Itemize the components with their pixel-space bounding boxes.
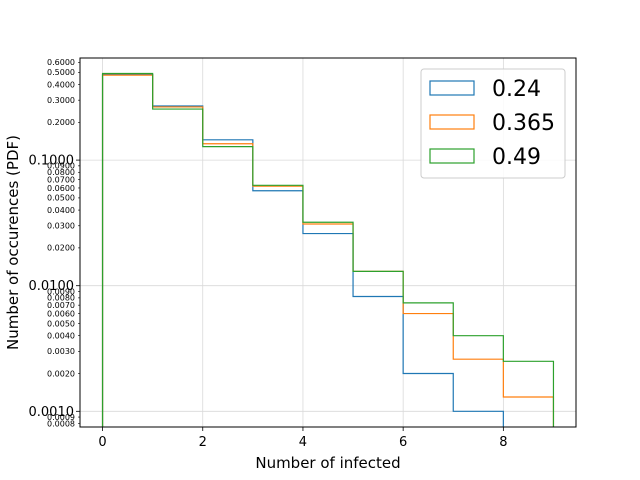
y-minor-tick-label: 0.0500 [47, 194, 75, 203]
y-minor-tick-label: 0.0600 [47, 184, 75, 193]
y-major-tick-label: 0.0010 [29, 405, 75, 420]
x-tick-label: 2 [199, 435, 207, 450]
y-major-tick-label: 0.1000 [29, 154, 75, 169]
x-axis-ticks: 0 2 4 6 8 [98, 427, 507, 450]
y-minor-tick-label: 0.5000 [47, 68, 75, 77]
legend: 0.24 0.365 0.49 [420, 68, 566, 179]
x-tick-label: 6 [399, 435, 407, 450]
y-minor-tick-label: 0.0040 [47, 331, 75, 340]
y-minor-tick-label: 0.0080 [47, 294, 75, 303]
y-minor-tick-label: 0.0008 [47, 419, 75, 428]
x-tick-label: 8 [499, 435, 507, 450]
y-minor-tick-label: 0.4000 [47, 80, 75, 89]
legend-label: 0.49 [492, 145, 541, 170]
y-minor-tick-label: 0.6000 [47, 58, 75, 67]
series-step-2 [101, 74, 555, 427]
series-layer [101, 72, 555, 427]
legend-swatch [429, 148, 475, 164]
legend-swatch [429, 80, 475, 96]
series-step-3 [101, 72, 555, 427]
y-minor-tick-label: 0.0800 [47, 168, 75, 177]
y-minor-tick-label: 0.0400 [47, 206, 75, 215]
y-minor-tick-label: 0.0060 [47, 309, 75, 318]
x-axis-label: Number of infected [255, 454, 400, 472]
legend-label: 0.365 [492, 111, 555, 136]
y-minor-tick-label: 0.0900 [47, 162, 75, 171]
legend-swatch [429, 114, 475, 130]
y-axis-label: Number of occurences (PDF) [4, 135, 22, 350]
y-minor-tick-label: 0.0090 [47, 287, 75, 296]
y-minor-tick-label: 0.0200 [47, 244, 75, 253]
plot-frame [79, 57, 577, 428]
y-minor-tick-label: 0.0050 [47, 319, 75, 328]
y-minor-tick-label: 0.0700 [47, 175, 75, 184]
legend-box [420, 68, 566, 179]
y-major-tick-label: 0.0100 [29, 279, 75, 294]
y-minor-tick-label: 0.0070 [47, 301, 75, 310]
legend-label: 0.24 [492, 77, 541, 102]
y-minor-tick-label: 0.3000 [47, 96, 75, 105]
y-minor-tick-label: 0.0009 [47, 413, 75, 422]
x-tick-label: 0 [98, 435, 106, 450]
y-minor-tick-label: 0.2000 [47, 118, 75, 127]
y-minor-tick-label: 0.0020 [47, 369, 75, 378]
y-minor-tick-label: 0.0030 [47, 347, 75, 356]
y-minor-tick-label: 0.0300 [47, 222, 75, 231]
x-tick-label: 4 [299, 435, 307, 450]
